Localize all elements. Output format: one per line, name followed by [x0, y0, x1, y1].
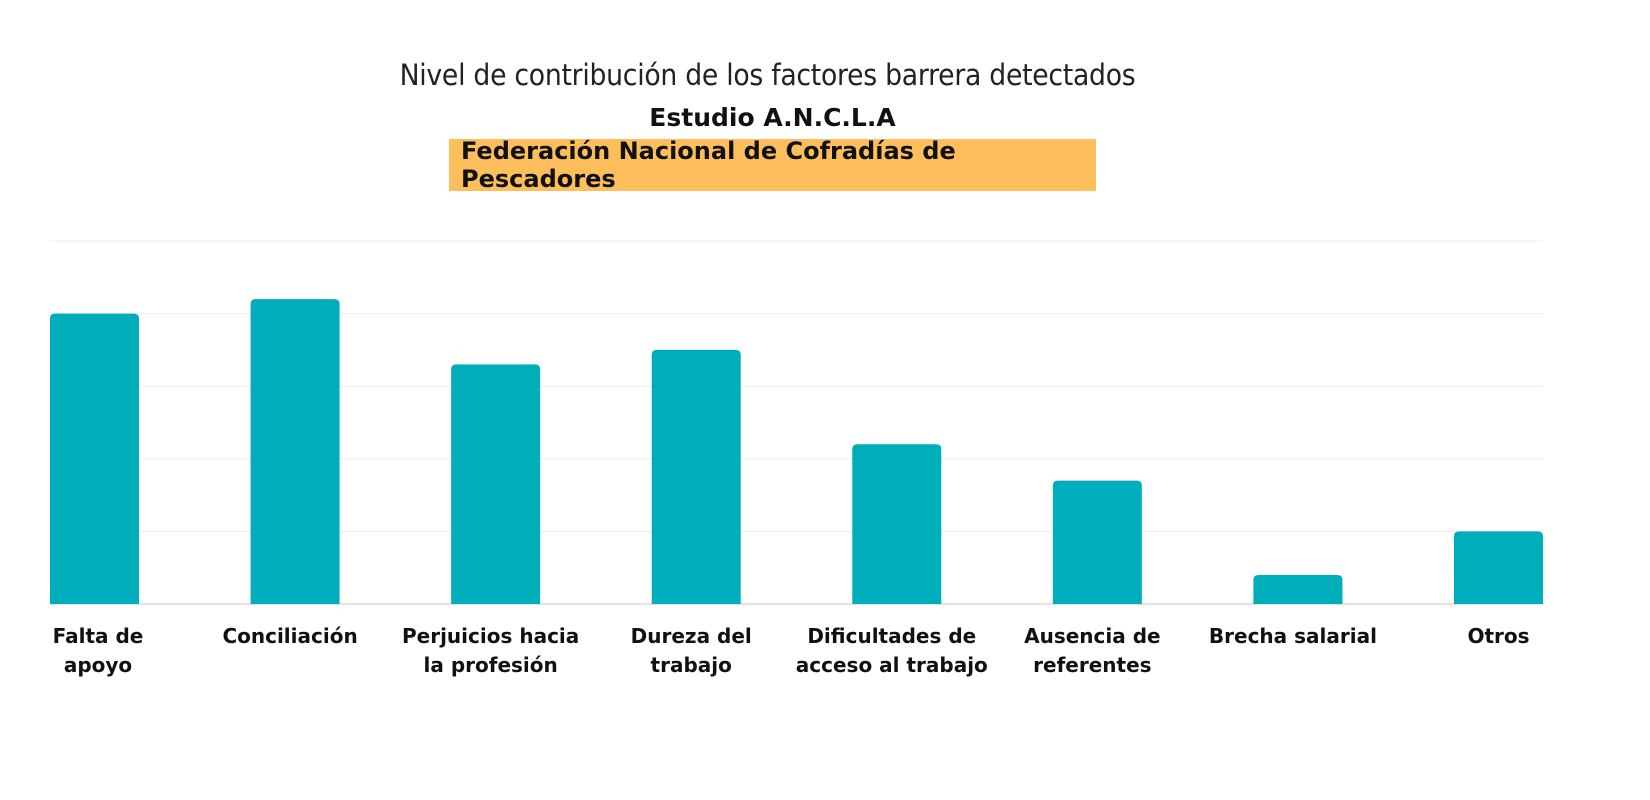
bar	[50, 313, 139, 604]
chart-title: Nivel de contribución de los factores ba…	[399, 58, 1136, 92]
x-tick-label: Ausencia de referentes	[1024, 624, 1160, 677]
organization-banner: Federación Nacional de Cofradías de Pesc…	[449, 137, 1096, 193]
x-tick-label: Perjuicios hacia la profesión	[402, 624, 579, 677]
bar	[1454, 531, 1543, 604]
x-tick-label: Dureza del trabajo	[631, 624, 752, 677]
x-tick-label: Otros	[1467, 624, 1529, 648]
banner-text: Federación Nacional de Cofradías de Pesc…	[461, 137, 956, 193]
x-tick-label: Conciliación	[222, 624, 357, 648]
x-tick-label: Dificultades de acceso al trabajo	[796, 624, 988, 677]
x-axis-labels: Falta de apoyo Conciliación Perjuicios haci…	[53, 624, 1530, 677]
bar	[250, 299, 340, 604]
x-tick-label: Falta de apoyo	[53, 624, 144, 677]
x-tick-label: Brecha salarial	[1209, 624, 1377, 648]
bars	[50, 299, 1543, 604]
chart-subtitle: Estudio A.N.C.L.A	[649, 103, 896, 132]
bar	[651, 349, 741, 604]
bar	[1253, 574, 1343, 604]
bar	[852, 444, 942, 604]
bar	[451, 364, 541, 604]
bar	[1052, 480, 1142, 604]
